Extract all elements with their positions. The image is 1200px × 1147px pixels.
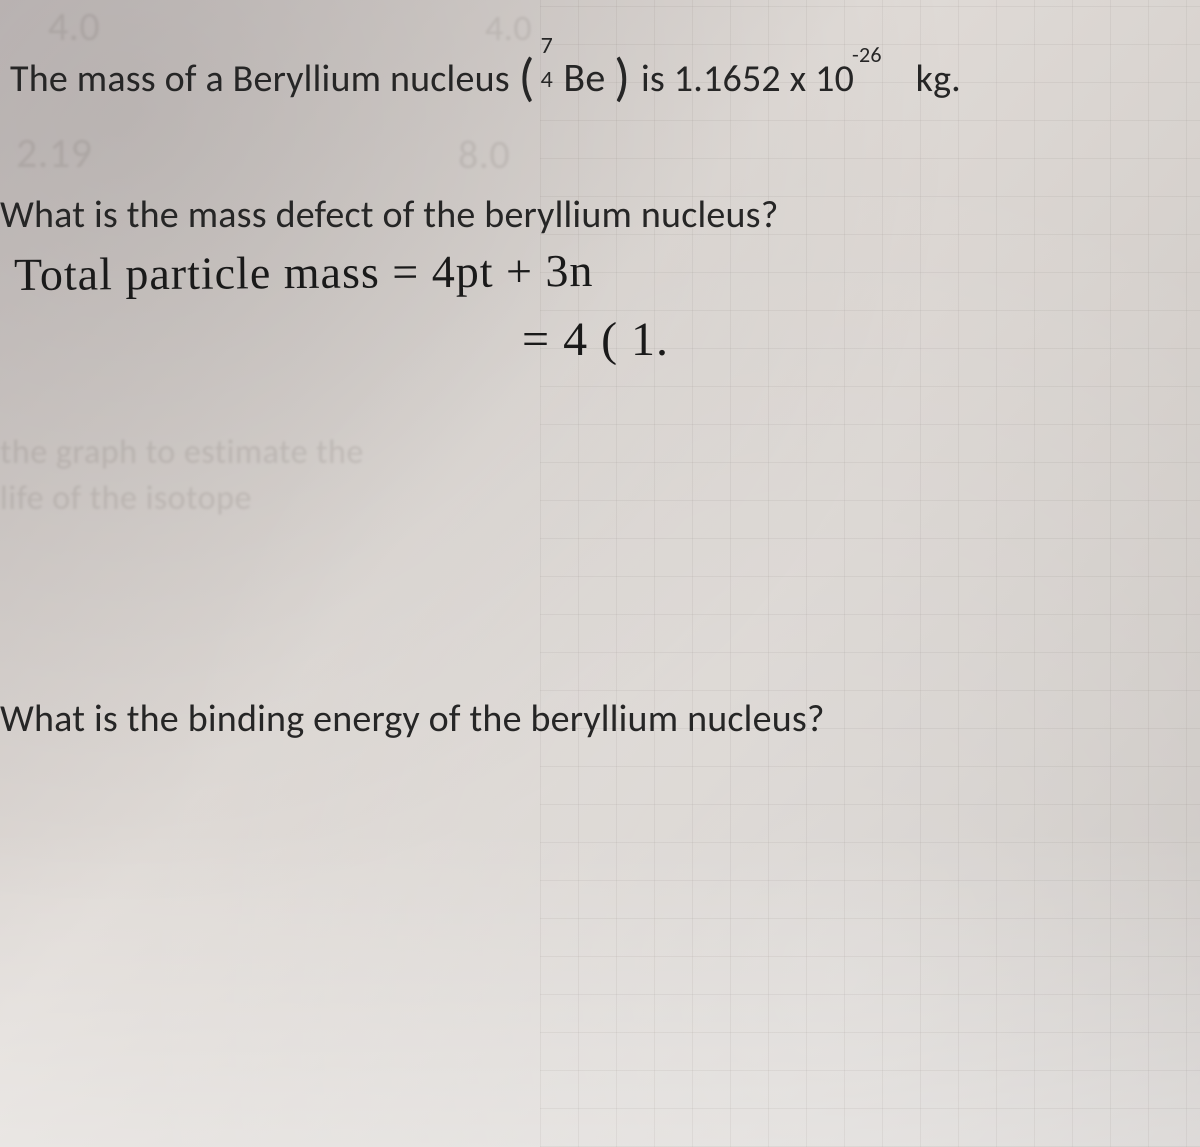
nuclide-atomic-number: 4 [541,64,553,96]
question-binding-energy: What is the binding energy of the beryll… [0,694,825,745]
camera-flash-highlight [0,827,1200,1147]
nuclide-symbol: ( 7 4 Be ) [519,38,631,108]
nuclide-element: Be [563,53,605,102]
problem-text-pre: The mass of a Beryllium nucleus [10,56,519,102]
exponent-power: -26 [852,40,882,70]
handwritten-work-line2: = 4 ( 1. [522,312,669,367]
ghost-text: 8.0 [458,130,510,179]
problem-text-post: kg. [916,56,961,102]
problem-statement: The mass of a Beryllium nucleus ( 7 4 Be… [10,38,1180,108]
paren-open: ( [519,45,535,109]
exponent-base: 10 [815,56,854,102]
ghost-text: life of the isotope [0,478,252,519]
handwritten-work-line1: Total particle mass = 4pt + 3n [14,244,594,301]
paren-close: ) [614,45,630,109]
scientific-exponent: 10 -26 [815,54,854,105]
problem-text-mid: is 1.1652 x [641,56,815,102]
nuclide-mass-number: 7 [541,30,553,62]
ghost-text: the graph to estimate the [0,432,364,473]
ghost-text: 2.19 [16,128,92,179]
question-mass-defect: What is the mass defect of the beryllium… [0,190,779,241]
